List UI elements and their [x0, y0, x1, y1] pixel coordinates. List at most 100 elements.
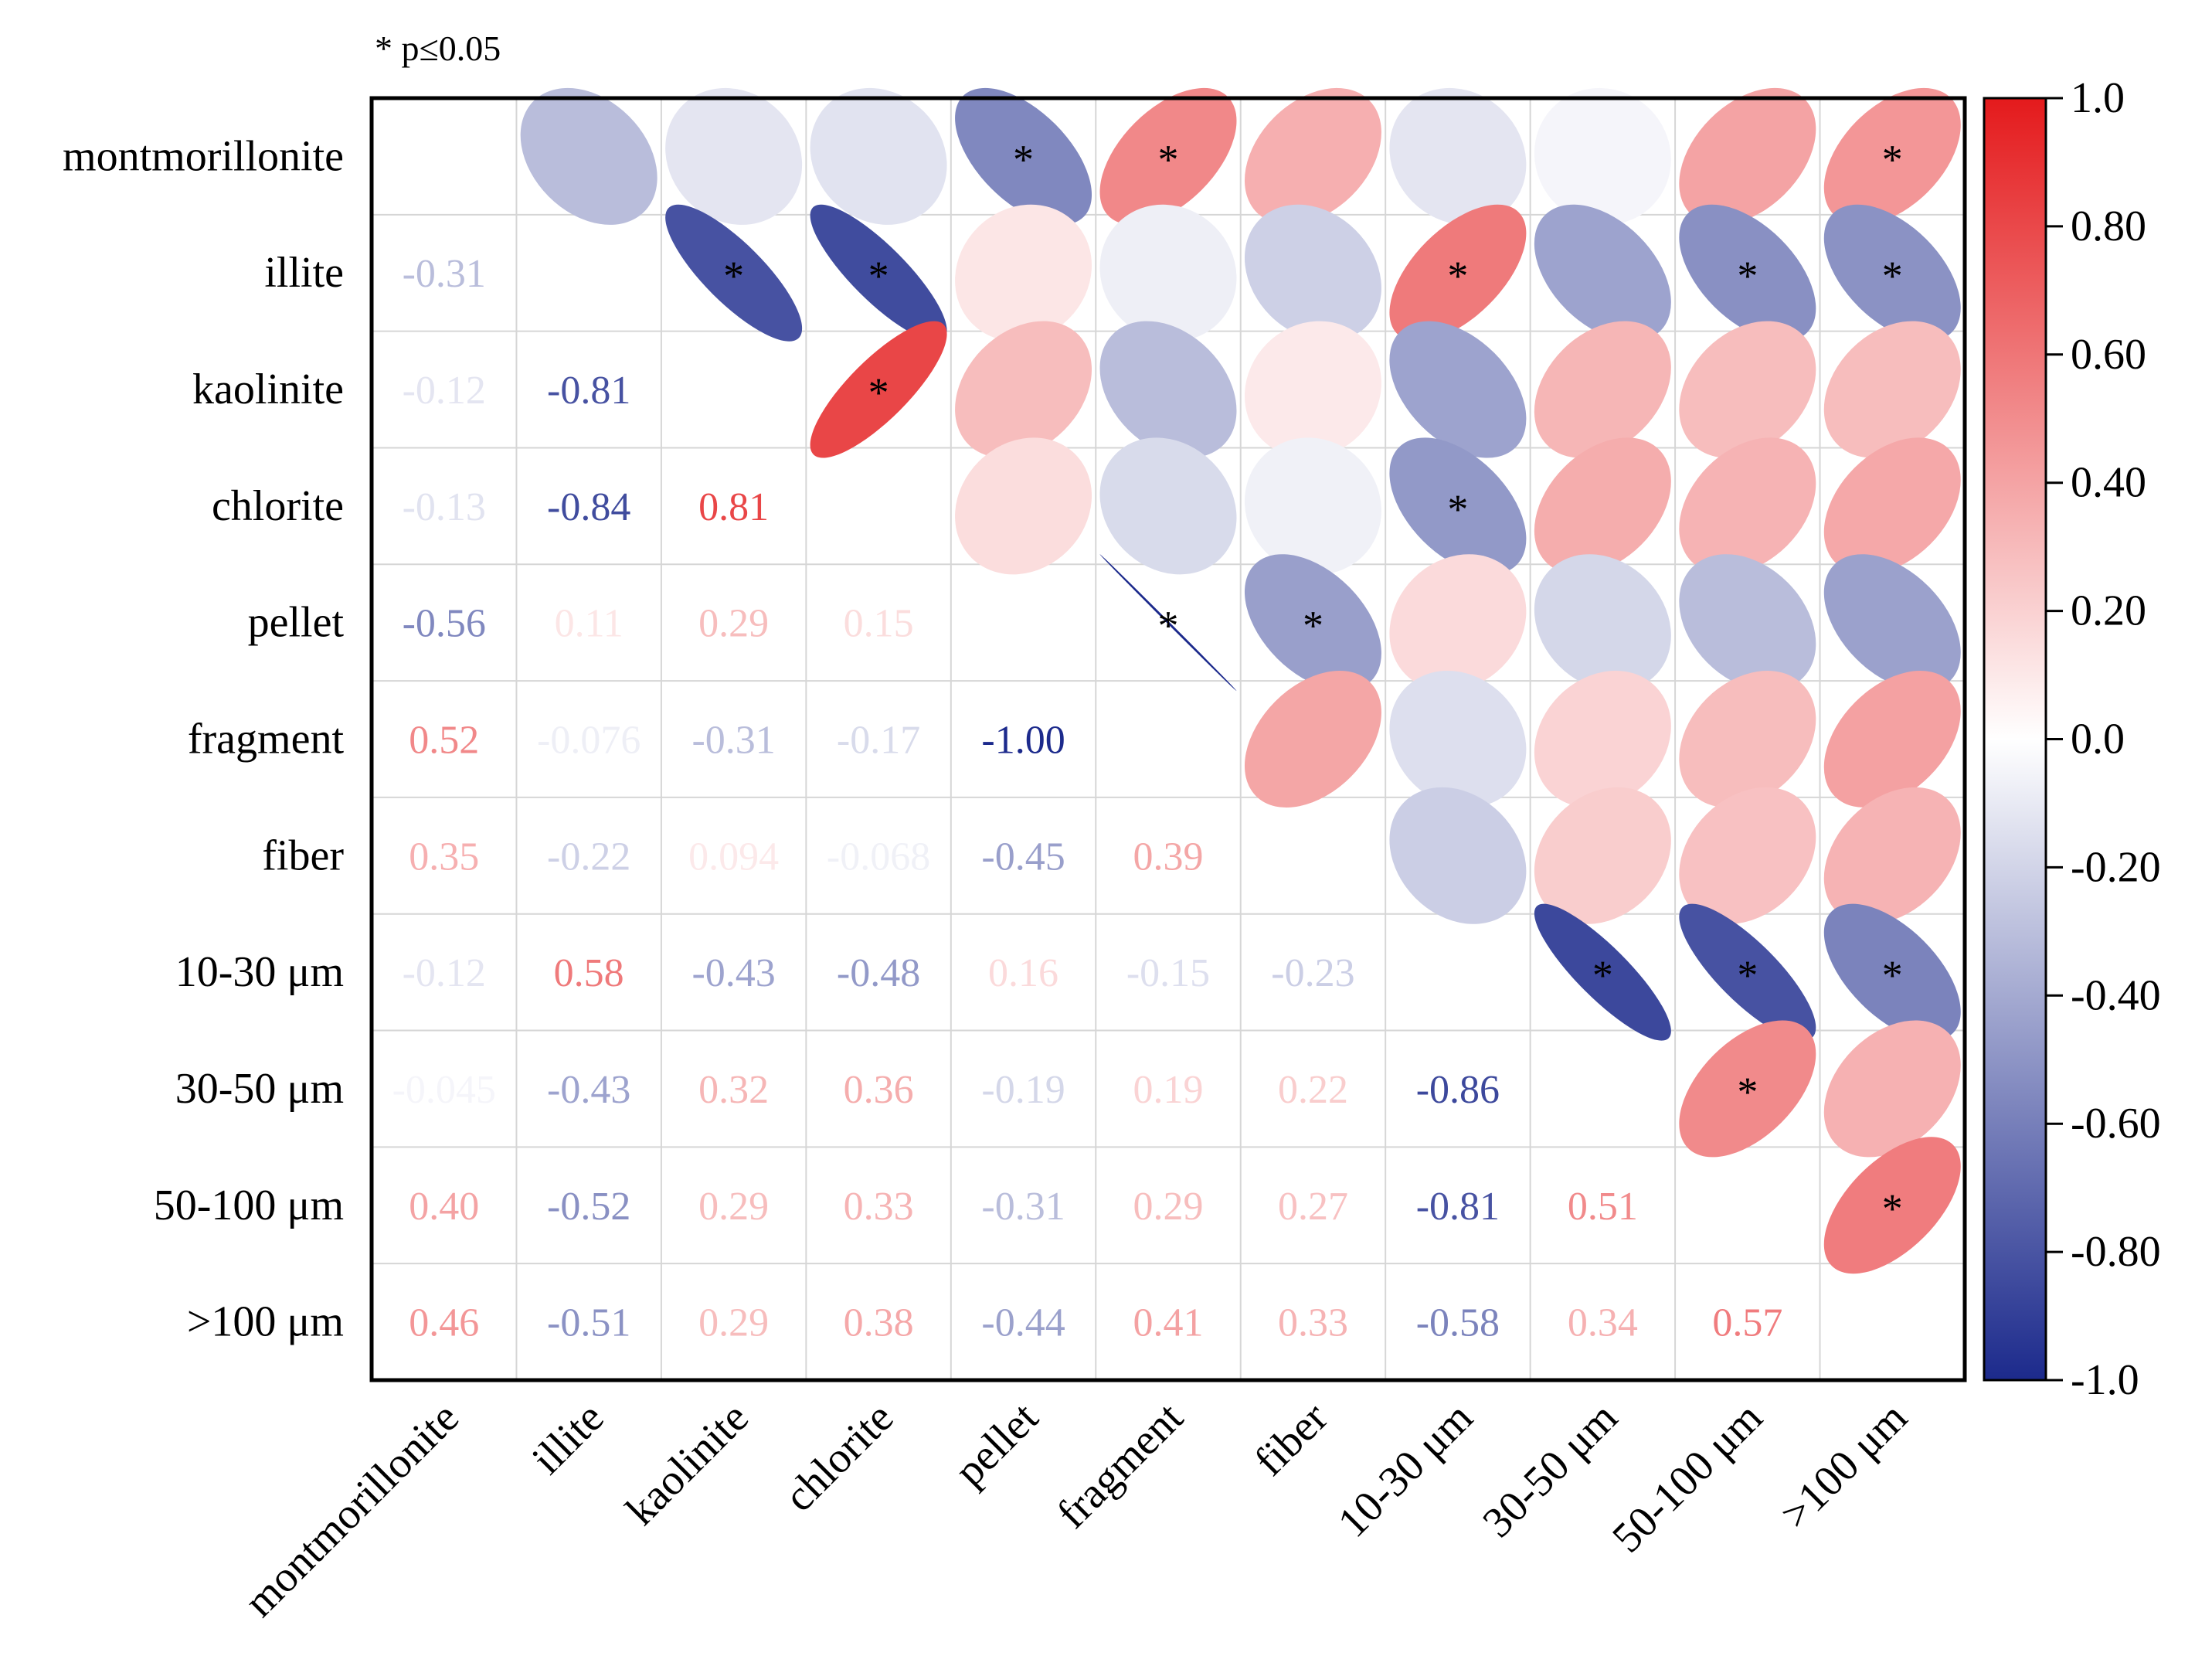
correlation-ellipse: [1823, 1020, 1961, 1158]
correlation-ellipse: [1679, 204, 1816, 342]
correlation-ellipse: [665, 87, 803, 225]
row-label: illite: [264, 249, 344, 297]
correlation-ellipse: [1679, 321, 1816, 458]
correlation-ellipse: [810, 321, 947, 458]
correlation-value: -0.23: [1271, 951, 1354, 995]
correlation-value: -0.44: [981, 1301, 1065, 1345]
correlation-ellipse: [1534, 554, 1671, 692]
correlation-value: -0.58: [1416, 1301, 1500, 1345]
correlation-value: -0.068: [827, 835, 930, 879]
correlation-ellipse: [1389, 87, 1527, 225]
correlation-value: 0.81: [698, 485, 769, 529]
correlation-value: -0.86: [1416, 1068, 1500, 1112]
correlation-ellipse: [1823, 787, 1961, 924]
correlation-value: -0.84: [547, 485, 630, 529]
correlation-value: 0.35: [409, 835, 479, 879]
correlation-ellipse: [1099, 554, 1237, 692]
correlation-value: -0.19: [981, 1068, 1065, 1112]
significance-star: *: [868, 369, 889, 416]
row-label: 30-50 μm: [175, 1065, 344, 1113]
correlation-ellipse: [1534, 787, 1671, 924]
correlation-ellipse: [1534, 87, 1671, 225]
color-scale-tick-label: -0.40: [2071, 971, 2161, 1019]
correlation-value: -0.31: [691, 719, 775, 763]
correlation-value: 0.29: [698, 1185, 769, 1229]
significance-star: *: [1882, 136, 1903, 182]
correlation-ellipse: [1679, 671, 1816, 808]
correlation-ellipse: [1244, 671, 1381, 808]
row-label: 50-100 μm: [154, 1182, 344, 1229]
correlation-value: -0.22: [547, 835, 630, 879]
correlation-ellipse: [1679, 787, 1816, 924]
correlation-ellipse: [1534, 671, 1671, 808]
correlation-value: 0.22: [1278, 1068, 1348, 1112]
correlation-value: -0.12: [403, 951, 486, 995]
correlation-ellipse: [1534, 437, 1671, 575]
significance-star: *: [1737, 253, 1758, 299]
correlation-ellipse: [1823, 1137, 1961, 1274]
correlation-ellipse: [1389, 204, 1527, 342]
color-scale-gradient: [1983, 97, 2047, 1382]
correlation-value: -1.00: [981, 719, 1065, 763]
correlation-ellipse: [1679, 554, 1816, 692]
correlation-value: 0.32: [698, 1068, 769, 1112]
correlation-value: -0.45: [981, 835, 1065, 879]
correlation-value: -0.17: [837, 719, 920, 763]
correlation-ellipse: [1244, 321, 1381, 458]
correlation-ellipse: [810, 204, 947, 342]
correlation-ellipse: [1534, 903, 1671, 1041]
significance-star: *: [1592, 952, 1613, 998]
significance-star: *: [1882, 1185, 1903, 1232]
correlation-value: 0.40: [409, 1185, 479, 1229]
correlation-value: 0.29: [698, 602, 769, 646]
correlation-value: 0.57: [1712, 1301, 1782, 1345]
correlation-value: 0.33: [1278, 1301, 1348, 1345]
correlation-value: -0.52: [547, 1185, 630, 1229]
correlation-value: -0.12: [403, 369, 486, 413]
color-scale-tick-label: -0.80: [2071, 1228, 2161, 1276]
color-scale-tick-label: 0.40: [2071, 459, 2146, 507]
correlation-ellipse: [1389, 554, 1527, 692]
correlation-value: -0.045: [392, 1068, 496, 1112]
correlation-ellipse: [1244, 87, 1381, 225]
correlation-ellipse: [955, 204, 1092, 342]
correlation-value: 0.34: [1568, 1301, 1638, 1345]
column-label: pellet: [946, 1393, 1048, 1495]
correlation-value: 0.41: [1133, 1301, 1204, 1345]
color-scale-tick-label: 0.80: [2071, 202, 2146, 250]
color-scale-tick-label: -0.20: [2071, 843, 2161, 891]
significance-star: *: [1447, 486, 1468, 532]
correlation-value: 0.16: [988, 951, 1058, 995]
correlation-ellipse: [665, 204, 803, 342]
matrix-frame: [369, 96, 1967, 1382]
correlation-value: -0.13: [403, 485, 486, 529]
significance-star: *: [1882, 952, 1903, 998]
significance-star: *: [723, 253, 744, 299]
significance-note: * p≤0.05: [375, 29, 501, 68]
significance-star: *: [1737, 1069, 1758, 1115]
column-label: illite: [523, 1393, 613, 1483]
correlation-ellipse: [1823, 204, 1961, 342]
correlation-ellipse: [1534, 204, 1671, 342]
correlation-value: -0.15: [1126, 951, 1210, 995]
correlation-value: 0.29: [698, 1301, 769, 1345]
correlation-ellipse: [520, 87, 657, 225]
correlation-ellipse: [1823, 671, 1961, 808]
color-scale-tick-label: 0.20: [2071, 587, 2146, 635]
column-label: fiber: [1245, 1393, 1337, 1485]
correlation-value: 0.094: [688, 835, 779, 879]
significance-star: *: [1447, 253, 1468, 299]
column-label: 50-100 μm: [1603, 1393, 1772, 1562]
row-label: fragment: [188, 716, 345, 763]
correlation-ellipse: [1389, 321, 1527, 458]
correlation-ellipse: [955, 321, 1092, 458]
correlation-value: -0.51: [547, 1301, 630, 1345]
correlation-value: 0.58: [554, 951, 624, 995]
correlation-value: -0.48: [837, 951, 920, 995]
correlation-value: 0.39: [1133, 835, 1204, 879]
correlation-ellipse: [810, 87, 947, 225]
correlation-ellipse: [1244, 554, 1381, 692]
row-label: chlorite: [212, 482, 344, 530]
significance-star: *: [1013, 136, 1034, 182]
correlation-ellipse: [1099, 87, 1237, 225]
